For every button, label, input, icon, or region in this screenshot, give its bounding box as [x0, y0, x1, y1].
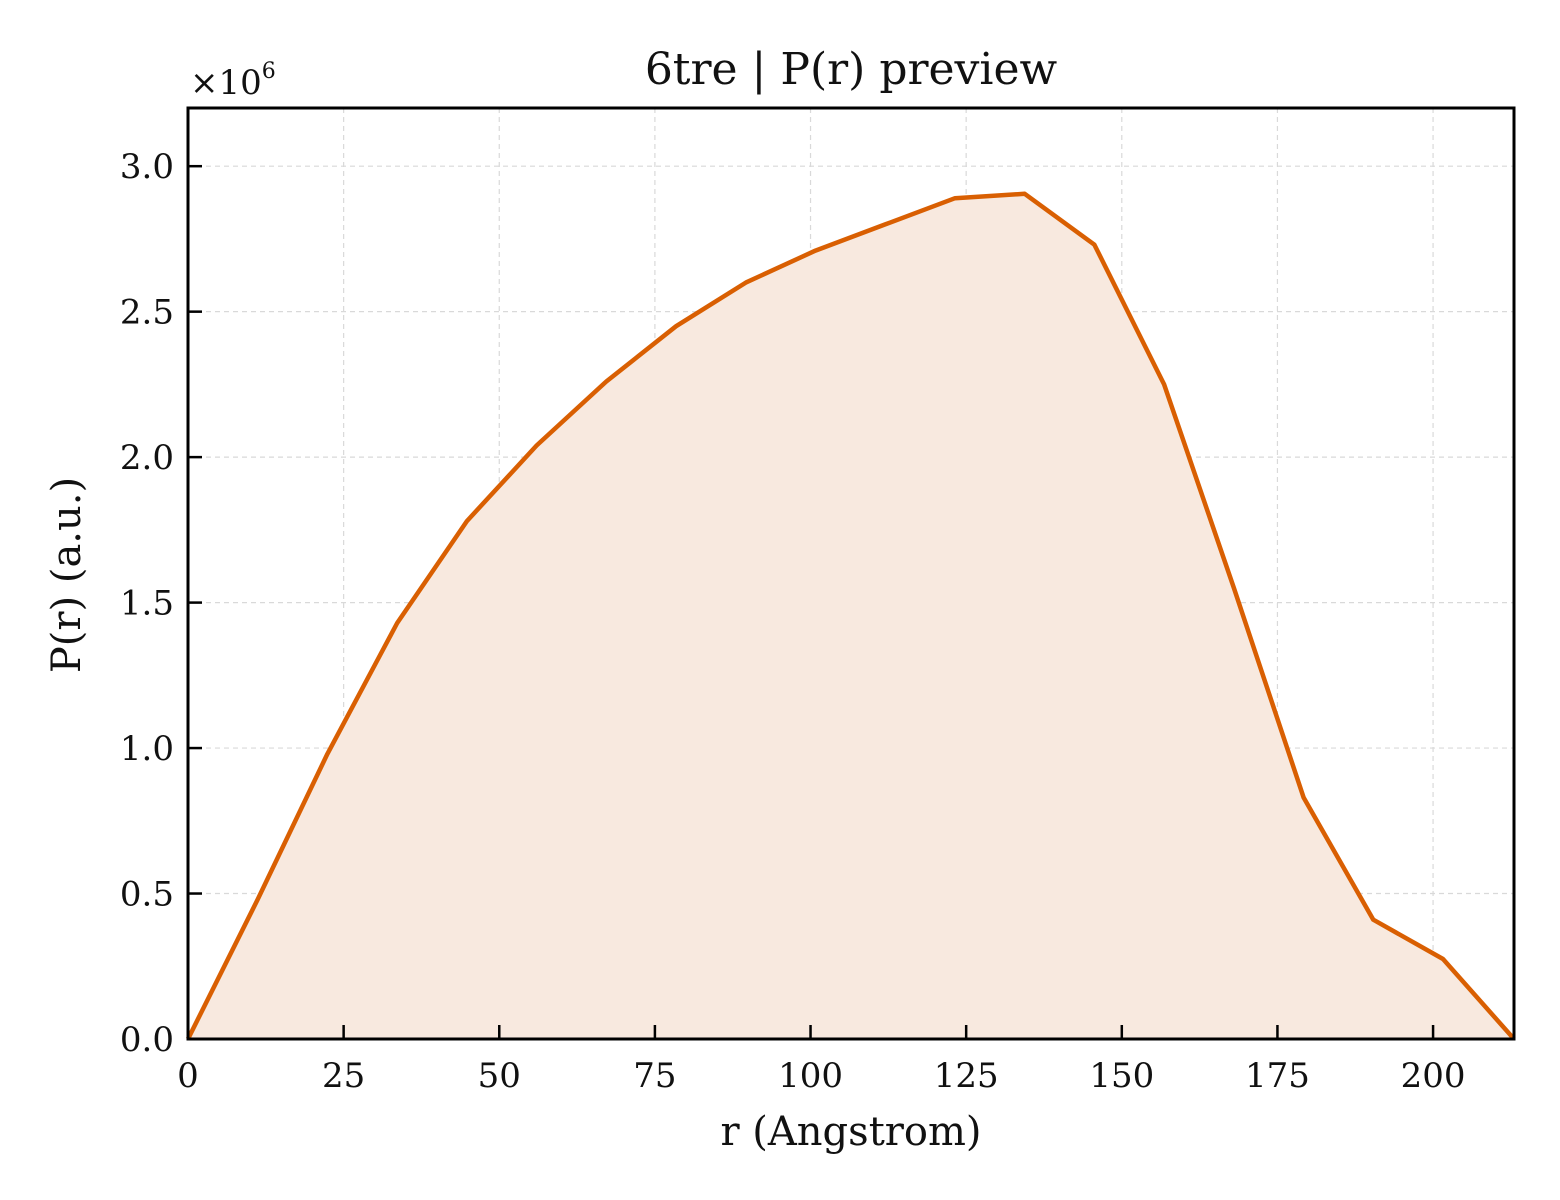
y-axis-label: P(r) (a.u.) — [44, 477, 90, 673]
x-tick-label: 200 — [1401, 1056, 1466, 1096]
x-tick-label: 125 — [934, 1056, 999, 1096]
series-area-fill — [188, 193, 1514, 1040]
y-tick-label: 2.0 — [120, 438, 174, 478]
x-tick-label: 100 — [778, 1056, 843, 1096]
y-tick-label: 3.0 — [120, 147, 174, 187]
plot-frame — [186, 106, 1516, 1041]
y-tick-label: 2.5 — [120, 293, 174, 333]
y-tick-label: 0.0 — [120, 1020, 174, 1060]
y-multiplier-label: ×106 — [190, 59, 276, 103]
series-line — [185, 191, 1516, 1041]
y-tick-label: 1.5 — [120, 584, 174, 624]
x-tick-label: 0 — [177, 1056, 199, 1096]
x-tick-label: 75 — [633, 1056, 676, 1096]
tick-labels: 0 25 50 75 100 125 150 175 200 0.0 0.5 1.0 1.5 2.0 2.5… — [120, 147, 1466, 1096]
x-tick-label: 175 — [1245, 1056, 1310, 1096]
y-tick-label: 1.0 — [120, 729, 174, 769]
y-tick-label: 0.5 — [120, 875, 174, 915]
x-tick-label: 50 — [478, 1056, 521, 1096]
x-tick-label: 25 — [322, 1056, 365, 1096]
chart-title: 6tre | P(r) preview — [645, 44, 1058, 95]
x-axis-label: r (Angstrom) — [720, 1109, 981, 1155]
x-tick-label: 150 — [1089, 1056, 1154, 1096]
